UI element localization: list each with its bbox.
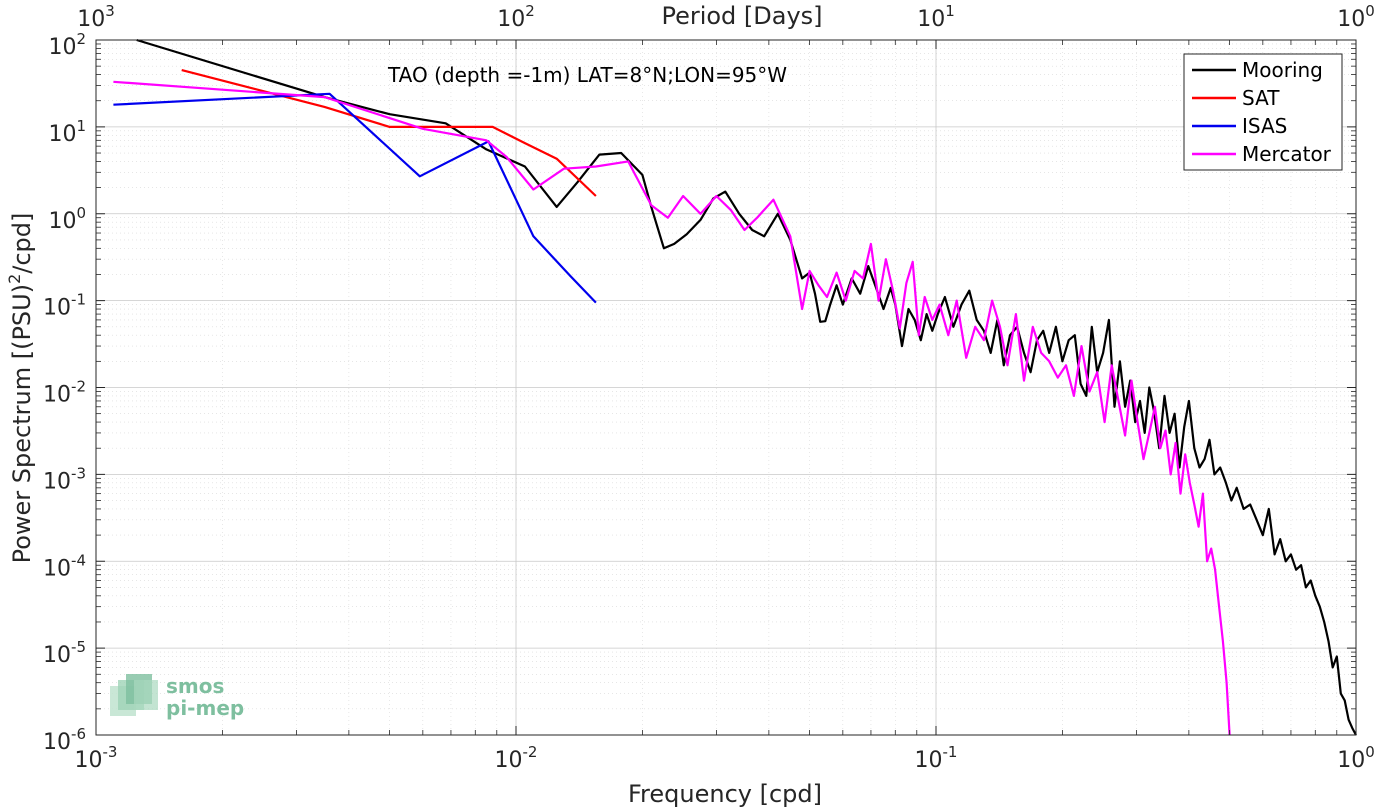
y-tick-label: 10-5 bbox=[43, 638, 86, 668]
y-tick-label-exp: -5 bbox=[71, 638, 86, 656]
top-tick-label-exp: 0 bbox=[1365, 2, 1375, 20]
legend-box bbox=[1183, 53, 1343, 171]
y-tick-label-exp: 2 bbox=[76, 30, 86, 48]
y-tick-label-base: 10 bbox=[43, 469, 71, 494]
y-tick-label: 10-3 bbox=[43, 464, 86, 494]
y-tick-label-base: 10 bbox=[48, 35, 76, 60]
y-tick-label-base: 10 bbox=[43, 296, 71, 321]
top-tick-label: 102 bbox=[497, 2, 535, 32]
y-tick-label-exp: -3 bbox=[71, 464, 86, 482]
y-tick-label-base: 10 bbox=[48, 209, 76, 234]
series-line-sat bbox=[181, 69, 597, 197]
y-tick-label-exp: -4 bbox=[71, 551, 86, 569]
y-tick-label: 10-4 bbox=[43, 551, 86, 581]
x-tick-label-base: 10 bbox=[1337, 748, 1365, 773]
x-tick-label-base: 10 bbox=[495, 748, 523, 773]
chart-annotation: TAO (depth =-1m) LAT=8°N;LON=95°W bbox=[387, 63, 787, 87]
y-tick-label-exp: 1 bbox=[76, 117, 86, 135]
top-tick-label-exp: 2 bbox=[525, 2, 535, 20]
top-tick-label-base: 10 bbox=[77, 7, 105, 32]
series-line-isas bbox=[113, 92, 597, 304]
y-tick-label-exp: 0 bbox=[76, 204, 86, 222]
series-line-mooring bbox=[136, 38, 1357, 736]
y-tick-label: 102 bbox=[48, 30, 86, 60]
y-tick-label-base: 10 bbox=[43, 383, 71, 408]
top-tick-label-base: 10 bbox=[497, 7, 525, 32]
legend-label-isas: ISAS bbox=[1242, 114, 1287, 138]
legend-label-mercator: Mercator bbox=[1242, 142, 1332, 166]
top-tick-label-base: 10 bbox=[1337, 7, 1365, 32]
x-tick-label-exp: -2 bbox=[523, 743, 538, 761]
x-tick-label-base: 10 bbox=[915, 748, 943, 773]
x-tick-label: 10-1 bbox=[915, 743, 958, 773]
x-tick-label: 10-2 bbox=[495, 743, 538, 773]
legend: Mooring SAT ISAS Mercator bbox=[1183, 53, 1343, 171]
y-tick-label-base: 10 bbox=[43, 730, 71, 755]
x-tick-label-exp: -1 bbox=[943, 743, 958, 761]
series-layer bbox=[113, 38, 1357, 736]
y-tick-label-base: 10 bbox=[43, 556, 71, 581]
y-tick-label-base: 10 bbox=[48, 122, 76, 147]
grid-major bbox=[95, 39, 1357, 736]
logo-line1: smos bbox=[166, 674, 224, 698]
top-tick-label: 100 bbox=[1337, 2, 1375, 32]
labels-layer: 10-3 10-2 10-1 10010210110010-110-210-310-4… bbox=[43, 2, 1375, 773]
y-axis-title: Power Spectrum [(PSU)2/cpd] bbox=[5, 213, 36, 564]
legend-label-mooring: Mooring bbox=[1242, 58, 1323, 82]
y-tick-label: 100 bbox=[48, 204, 86, 234]
ticks-layer bbox=[95, 39, 1357, 736]
y-tick-label-exp: -2 bbox=[71, 378, 86, 396]
x-tick-label: 10-3 bbox=[75, 743, 118, 773]
legend-label-sat: SAT bbox=[1242, 86, 1280, 110]
series-line-mercator bbox=[113, 80, 1231, 736]
y-tick-label: 101 bbox=[48, 117, 86, 147]
x-tick-label-exp: -3 bbox=[103, 743, 118, 761]
y-tick-label: 10-6 bbox=[43, 725, 86, 755]
y-tick-label: 10-1 bbox=[43, 291, 86, 321]
x-tick-label-exp: 0 bbox=[1365, 743, 1375, 761]
y-tick-label: 10-2 bbox=[43, 378, 86, 408]
top-tick-label-exp: 1 bbox=[945, 2, 955, 20]
x-tick-label: 100 bbox=[1337, 743, 1375, 773]
y-axis-title-sup: 2 bbox=[5, 274, 24, 284]
top-tick-label: 103 bbox=[77, 2, 115, 32]
y-tick-label-exp: -6 bbox=[71, 725, 86, 743]
y-tick-label-exp: -1 bbox=[71, 291, 86, 309]
x-tick-label-base: 10 bbox=[75, 748, 103, 773]
logo-line2: pi-mep bbox=[166, 696, 244, 720]
smos-pi-mep-logo: smos pi-mep bbox=[110, 674, 244, 720]
top-axis-title: Period [Days] bbox=[661, 2, 822, 30]
y-tick-label-base: 10 bbox=[43, 643, 71, 668]
top-tick-label-base: 10 bbox=[917, 7, 945, 32]
top-tick-label: 101 bbox=[917, 2, 955, 32]
y-axis-title-end: /cpd] bbox=[8, 213, 36, 274]
top-tick-label-exp: 3 bbox=[105, 2, 115, 20]
y-axis-title-main: Power Spectrum [(PSU) bbox=[8, 284, 36, 563]
x-axis-title: Frequency [cpd] bbox=[628, 780, 822, 808]
